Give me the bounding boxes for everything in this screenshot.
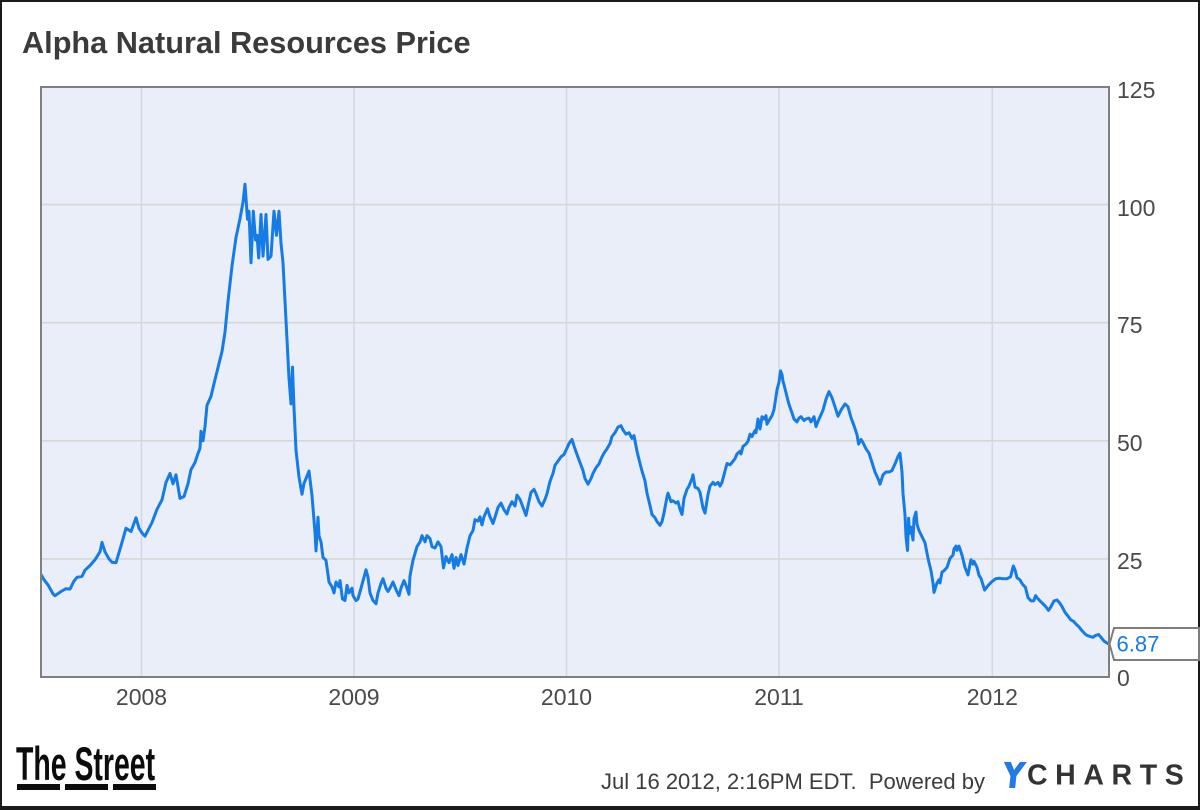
svg-text:6.87: 6.87: [1117, 632, 1160, 657]
svg-text:CHARTS: CHARTS: [1027, 761, 1186, 790]
